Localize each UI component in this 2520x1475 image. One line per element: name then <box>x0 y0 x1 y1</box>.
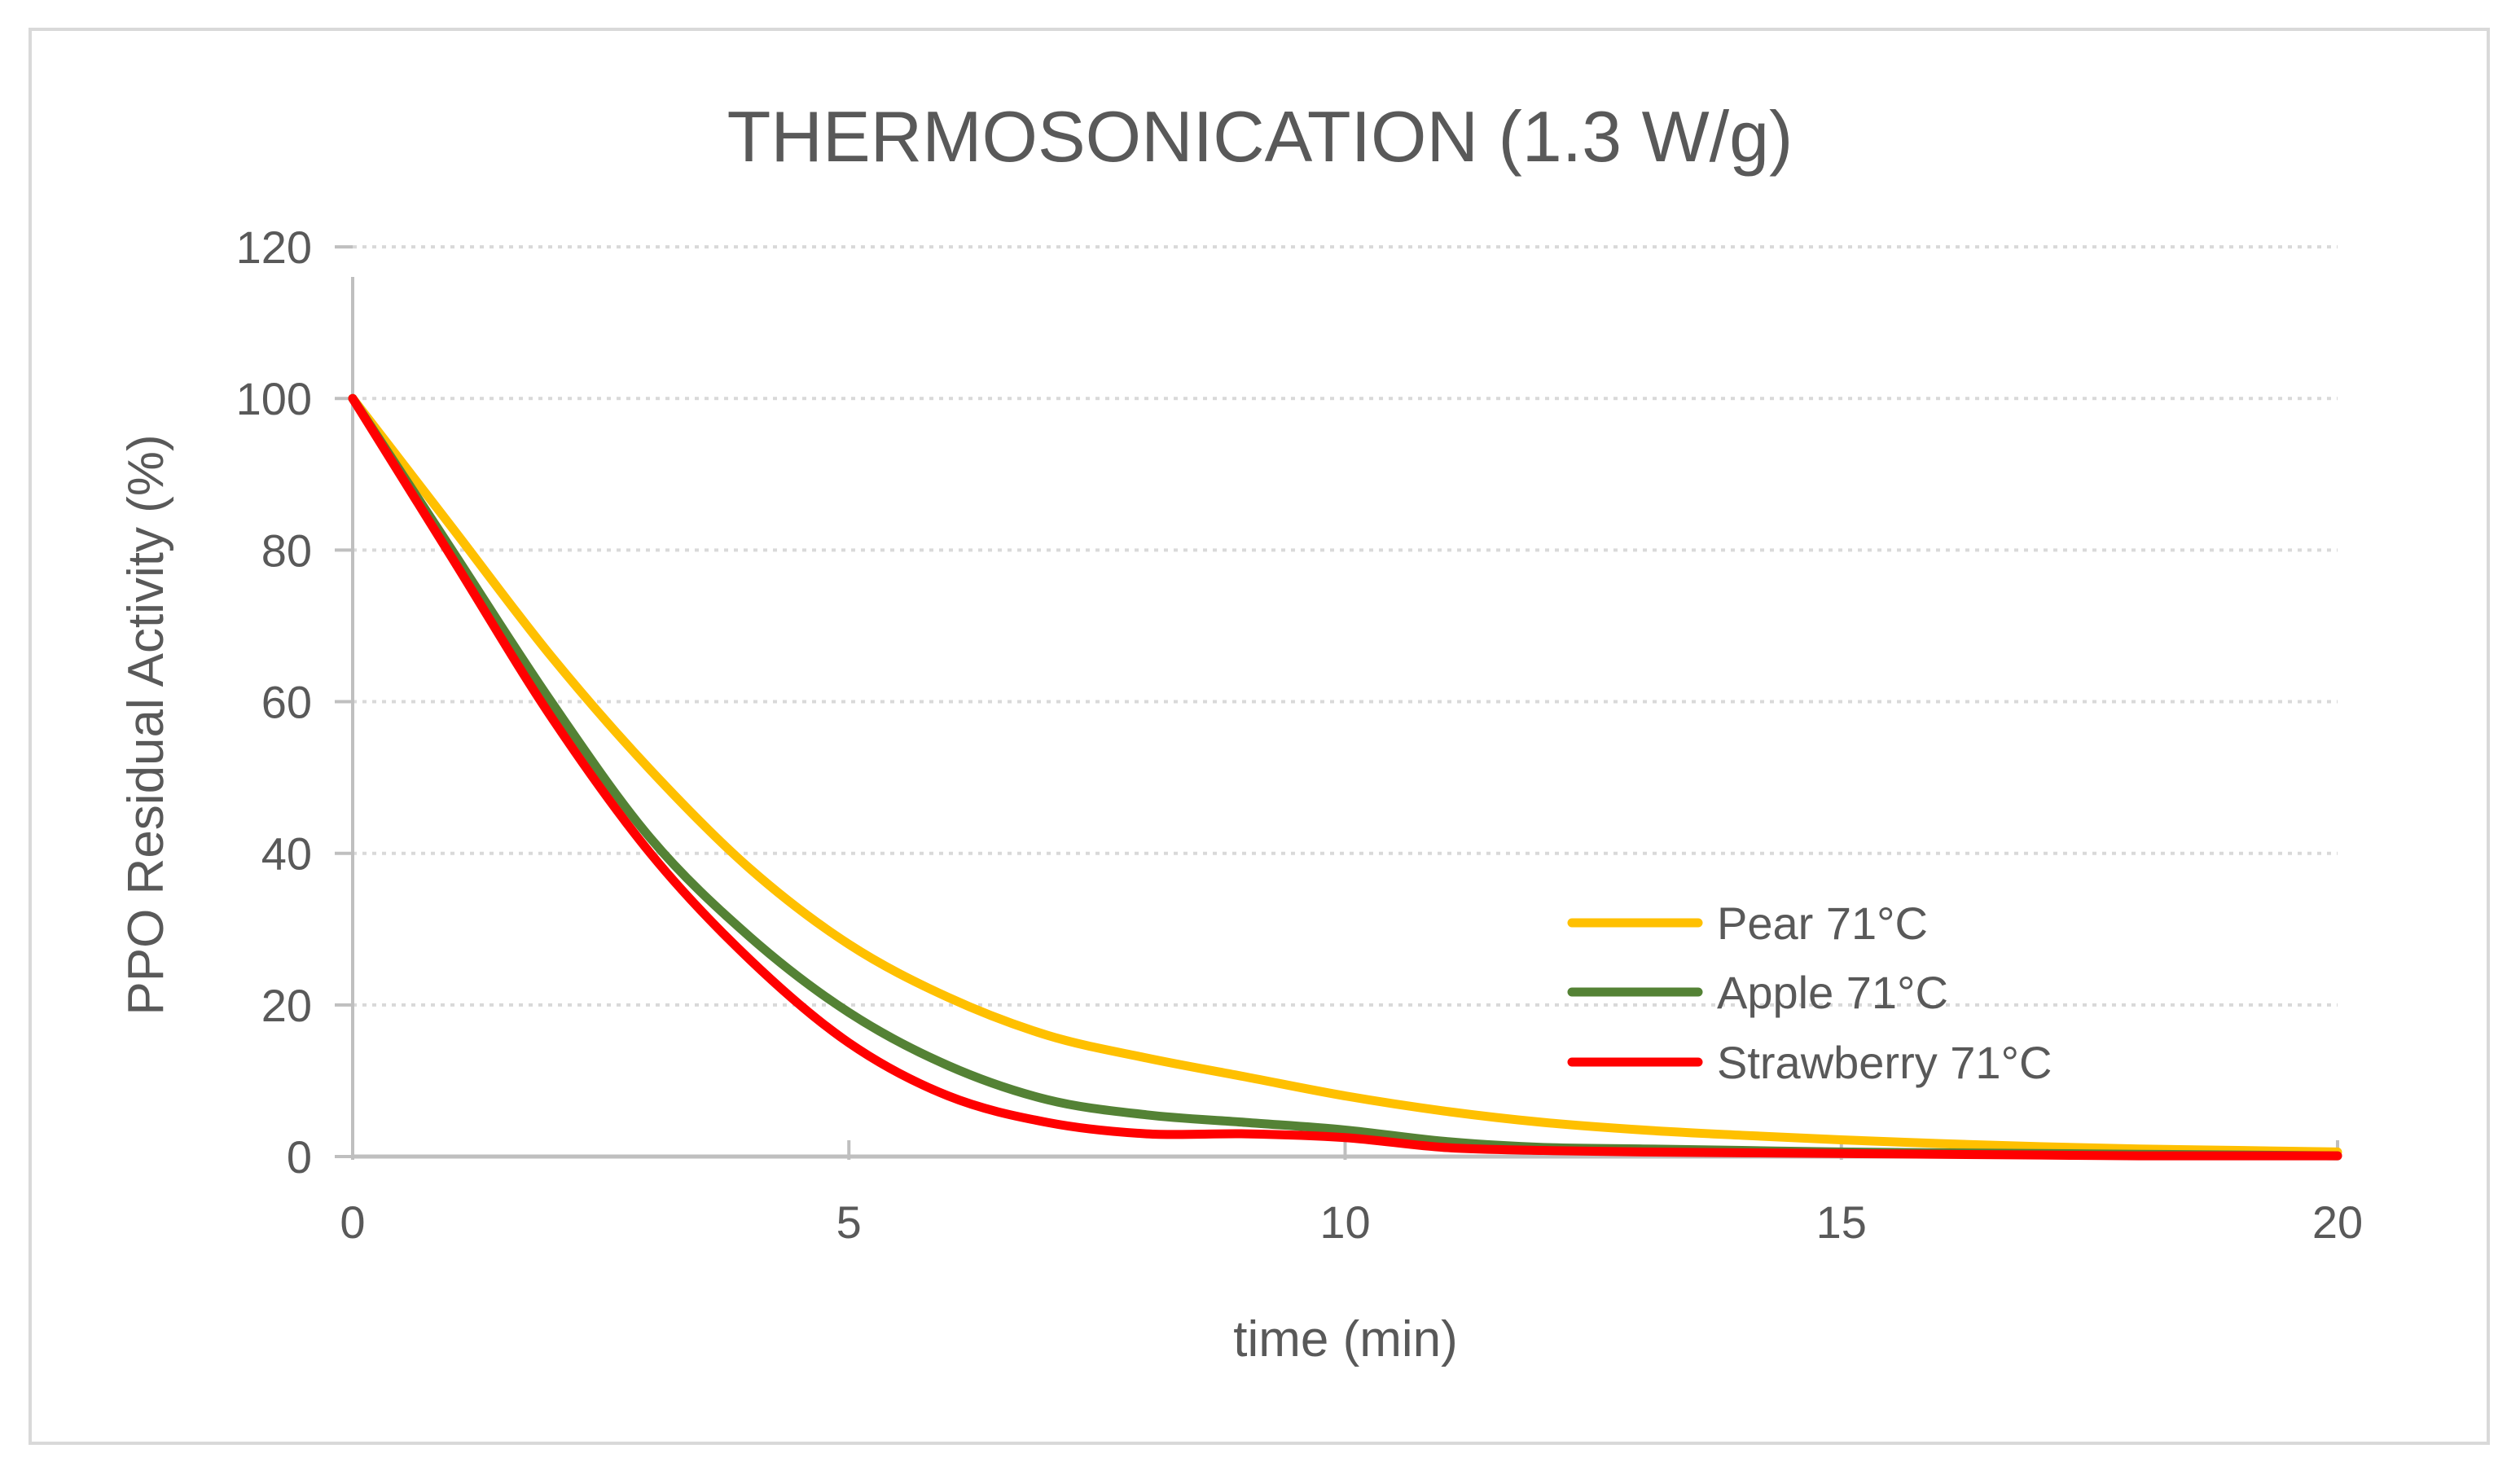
x-tick-label: 15 <box>1816 1196 1867 1248</box>
y-axis-label: PPO Residual Activity (%) <box>118 434 174 1015</box>
legend-label-strawberry: Strawberry 71°C <box>1717 1037 2052 1088</box>
chart-frame <box>29 28 2490 1445</box>
legend-label-apple: Apple 71°C <box>1717 967 1948 1018</box>
x-axis-label: time (min) <box>1233 1311 1458 1367</box>
y-tick-label: 100 <box>236 373 312 424</box>
ticks-layer: 0 20 40 60 80 100 120 0 5 10 15 20 <box>236 222 2364 1248</box>
grid-layer <box>353 245 2338 1007</box>
series-layer <box>348 393 2342 1161</box>
y-tick-label: 80 <box>261 525 312 576</box>
y-tick-label: 0 <box>287 1131 312 1183</box>
y-tick-label: 20 <box>261 980 312 1031</box>
legend-label-pear: Pear 71°C <box>1717 898 1928 949</box>
x-tick-label: 20 <box>2312 1196 2363 1248</box>
series-line-strawberry <box>348 393 2342 1161</box>
y-tick-label: 40 <box>261 828 312 880</box>
x-tick-label: 0 <box>340 1196 365 1248</box>
legend: Pear 71°C Apple 71°C Strawberry 71°C <box>1567 898 2052 1088</box>
chart-title: THERMOSONICATION (1.3 W/g) <box>727 96 1793 177</box>
x-tick-label: 10 <box>1319 1196 1370 1248</box>
y-tick-label: 120 <box>236 222 312 273</box>
y-tick-label: 60 <box>261 677 312 728</box>
x-tick-label: 5 <box>836 1196 862 1248</box>
series-line-pear <box>348 393 2342 1157</box>
